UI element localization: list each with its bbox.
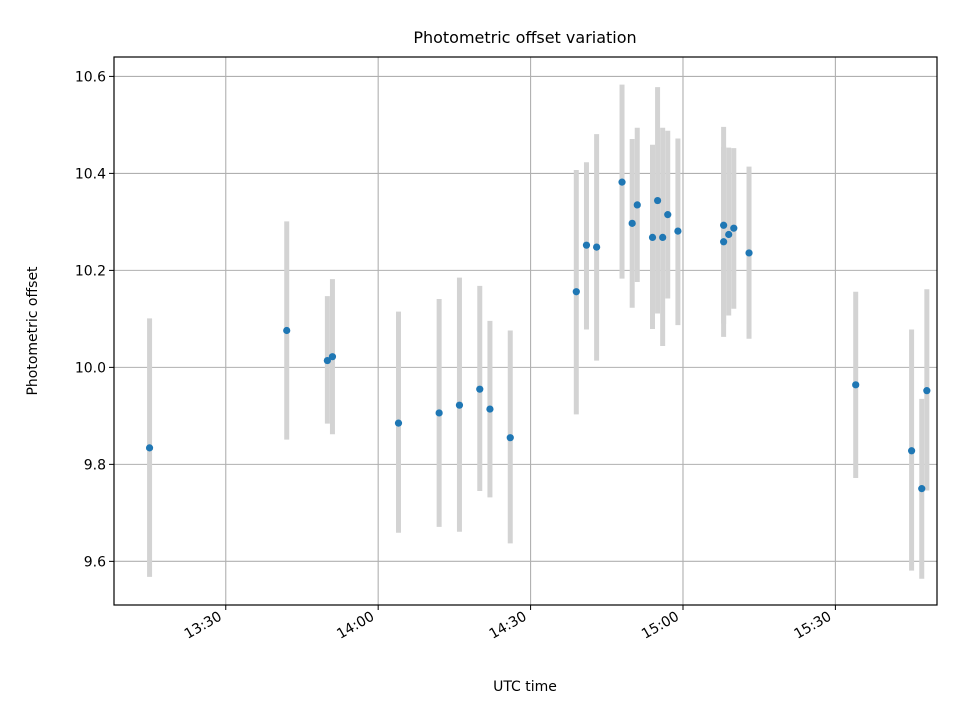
data-points: [145, 178, 931, 493]
y-tick-label: 9.8: [84, 457, 106, 473]
y-axis-label: Photometric offset: [25, 266, 41, 396]
data-point: [918, 485, 926, 493]
data-point: [628, 219, 636, 227]
data-point: [582, 241, 591, 249]
data-point: [486, 405, 494, 413]
data-point: [852, 381, 860, 389]
data-point: [907, 447, 916, 455]
y-tick-label: 10.0: [75, 360, 106, 376]
data-point: [323, 356, 331, 365]
data-point: [664, 211, 672, 219]
y-tick-label: 9.6: [84, 554, 106, 570]
chart-title: Photometric offset variation: [413, 28, 636, 47]
data-point: [145, 444, 154, 452]
data-point: [618, 178, 626, 186]
data-point: [674, 227, 682, 235]
data-point: [745, 249, 753, 257]
data-point: [633, 201, 641, 209]
data-point: [394, 419, 403, 427]
x-axis-label: UTC time: [493, 679, 557, 695]
data-point: [923, 387, 931, 395]
data-point: [593, 243, 601, 251]
data-point: [648, 233, 657, 242]
data-point: [730, 224, 738, 232]
y-tick-label: 10.4: [75, 166, 106, 182]
data-point: [455, 401, 464, 409]
grid-lines: [114, 57, 937, 605]
plot-frame: [113, 56, 938, 606]
data-point: [506, 434, 514, 442]
data-point: [725, 230, 733, 239]
data-point: [476, 385, 484, 393]
data-point: [653, 196, 662, 205]
data-point: [720, 238, 728, 246]
data-point: [283, 326, 291, 335]
data-point: [435, 409, 443, 417]
data-point: [720, 221, 728, 229]
y-axis-ticks: 9.6 9.8 10.0 10.2 10.4 10.6: [75, 69, 114, 570]
y-tick-label: 10.2: [75, 263, 106, 279]
data-point: [572, 288, 580, 296]
data-point: [328, 353, 337, 361]
y-tick-label: 10.6: [75, 69, 106, 85]
data-point: [659, 233, 667, 242]
